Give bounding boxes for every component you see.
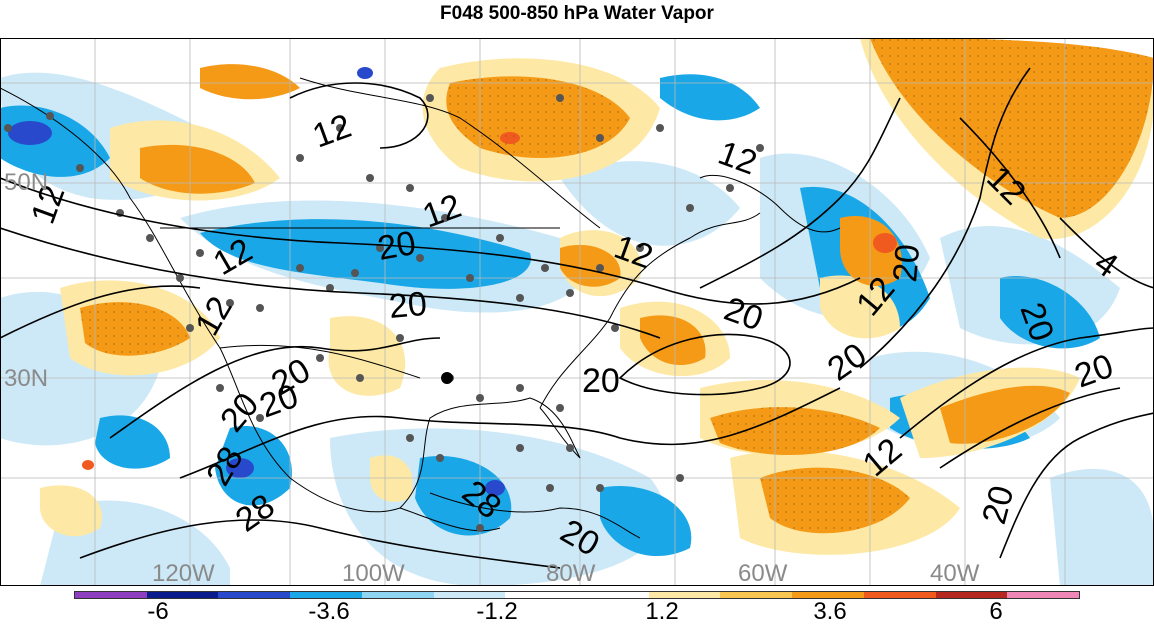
lon-label: 80W (546, 560, 596, 586)
colorbar-tick-label: -3.6 (308, 598, 350, 625)
lon-label: 120W (152, 560, 215, 586)
contour-label: 20 (886, 243, 927, 284)
coastlines (0, 77, 841, 539)
lat-lon-grid (0, 38, 1154, 586)
colorbar-tick-label: -6 (147, 598, 169, 625)
colorbar-tick-label: 1.2 (645, 598, 679, 625)
lon-label: 60W (738, 560, 788, 586)
anomaly-negative-dark (8, 67, 505, 496)
colorbar-tick-label: 3.6 (813, 598, 847, 625)
contour-lines (0, 67, 1154, 569)
colorbar-tick-label: -1.2 (476, 598, 518, 625)
contour-label: 20 (375, 224, 419, 268)
colorbar-segment (863, 592, 936, 598)
colorbar (74, 591, 1080, 599)
chart-title: F048 500-850 hPa Water Vapor (440, 3, 714, 24)
colorbar-segment (433, 592, 506, 598)
contour-label: 20 (582, 362, 620, 400)
colorbar-segment (577, 592, 649, 598)
colorbar-segment (648, 592, 721, 598)
colorbar-segment (75, 592, 147, 598)
colorbar-segment (720, 592, 793, 598)
colorbar-segment (290, 592, 362, 598)
colorbar-segment (505, 592, 578, 598)
lon-label: 40W (930, 560, 980, 586)
water-vapor-map: 12 12 12 12 12 12 12 4 20 20 20 20 20 20… (0, 38, 1154, 586)
colorbar-segment (1007, 592, 1080, 598)
lon-label: 100W (342, 560, 405, 586)
colorbar-segment (935, 592, 1008, 598)
colorbar-segment (146, 592, 219, 598)
axis-labels: 50N 30N 120W 100W 80W 60W 40W (4, 169, 980, 586)
colorbar-tick-label: 6 (989, 598, 1003, 625)
colorbar-segment (792, 592, 864, 598)
map-panel: 12 12 12 12 12 12 12 4 20 20 20 20 20 20… (0, 38, 1154, 586)
low-pressure-marker (441, 372, 453, 384)
lat-label: 50N (4, 169, 48, 196)
colorbar-segment (361, 592, 434, 598)
colorbar-segment (218, 592, 291, 598)
lat-label: 30N (4, 365, 48, 392)
contour-label: 20 (387, 285, 428, 326)
